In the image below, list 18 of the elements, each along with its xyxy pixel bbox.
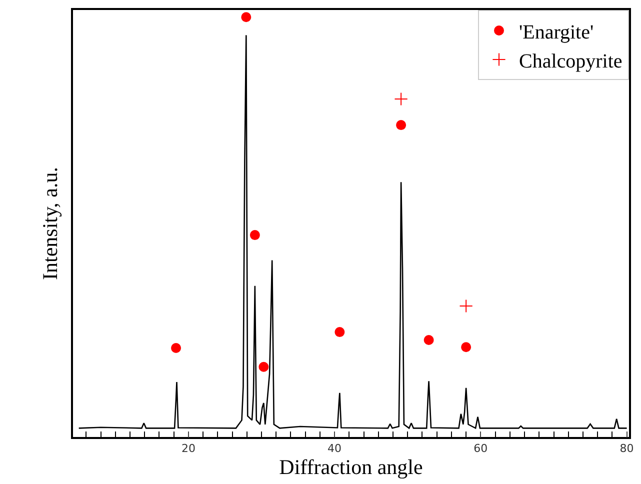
point <box>424 335 434 346</box>
point <box>171 342 182 353</box>
x-axis-title: Diffraction angle <box>279 454 423 479</box>
point <box>258 362 269 372</box>
point <box>250 230 260 240</box>
point <box>459 299 473 313</box>
point <box>334 327 345 338</box>
point <box>461 342 472 352</box>
point <box>241 12 252 22</box>
x-tick-label: 40 <box>328 442 342 455</box>
x-tick-label: 20 <box>181 442 196 455</box>
y-axis-title: Intensity, a.u. <box>38 167 62 280</box>
x-tick-label: 80 <box>620 442 634 455</box>
point <box>396 120 406 130</box>
legend-label: 'Enargite' <box>519 21 594 44</box>
x-tick-label: 60 <box>474 442 488 455</box>
point <box>394 92 408 106</box>
legend-label: Chalcopyrite <box>519 50 622 72</box>
